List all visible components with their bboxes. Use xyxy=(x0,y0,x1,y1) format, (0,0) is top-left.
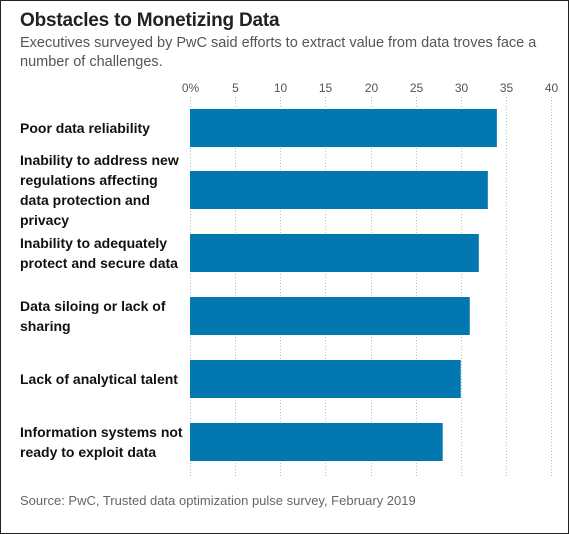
category-label: Poor data reliability xyxy=(20,120,150,136)
category-label-line: regulations affecting xyxy=(20,172,158,188)
bar xyxy=(190,297,470,335)
tick-label: 40 xyxy=(545,81,559,95)
bars xyxy=(190,109,497,461)
bar xyxy=(190,109,497,147)
category-label-line: ready to exploit data xyxy=(20,444,156,460)
category-label: Data siloing or lack of sharing xyxy=(20,298,166,334)
tick-label: 35 xyxy=(500,81,514,95)
tick-label: 20 xyxy=(365,81,379,95)
tick-label: 5 xyxy=(232,81,239,95)
bar xyxy=(190,171,488,209)
category-label: Inability to adequately protect and secur… xyxy=(20,235,178,271)
gridlines xyxy=(190,97,552,477)
category-label-line: Data siloing or lack of xyxy=(20,298,166,314)
category-label: Information systems not ready to exploit … xyxy=(20,424,183,460)
bar xyxy=(190,423,443,461)
chart-subtitle: Executives surveyed by PwC said efforts … xyxy=(20,35,537,70)
category-label-line: Inability to adequately xyxy=(20,235,167,251)
category-label-line: Lack of analytical talent xyxy=(20,371,178,387)
tick-label: 0% xyxy=(182,81,200,95)
category-label: Inability to address new regulations affe… xyxy=(20,152,179,228)
chart-source: Source: PwC, Trusted data optimization p… xyxy=(20,493,416,508)
category-label-line: protect and secure data xyxy=(20,255,178,271)
tick-label: 15 xyxy=(319,81,333,95)
bar xyxy=(190,234,479,272)
bar xyxy=(190,360,461,398)
category-label-line: data protection and xyxy=(20,192,150,208)
chart-title: Obstacles to Monetizing Data xyxy=(20,10,280,31)
category-label-line: privacy xyxy=(20,212,69,228)
tick-label: 25 xyxy=(410,81,424,95)
x-axis-ticks: 0% 5 10 15 20 25 30 35 40 xyxy=(182,81,559,95)
category-label-line: Inability to address new xyxy=(20,152,179,168)
category-label-line: Information systems not xyxy=(20,424,183,440)
tick-label: 10 xyxy=(274,81,288,95)
category-label-line: sharing xyxy=(20,318,71,334)
tick-label: 30 xyxy=(455,81,469,95)
category-label: Lack of analytical talent xyxy=(20,371,178,387)
category-label-line: Poor data reliability xyxy=(20,120,150,136)
category-labels: Poor data reliability Inability to addres… xyxy=(20,120,183,460)
